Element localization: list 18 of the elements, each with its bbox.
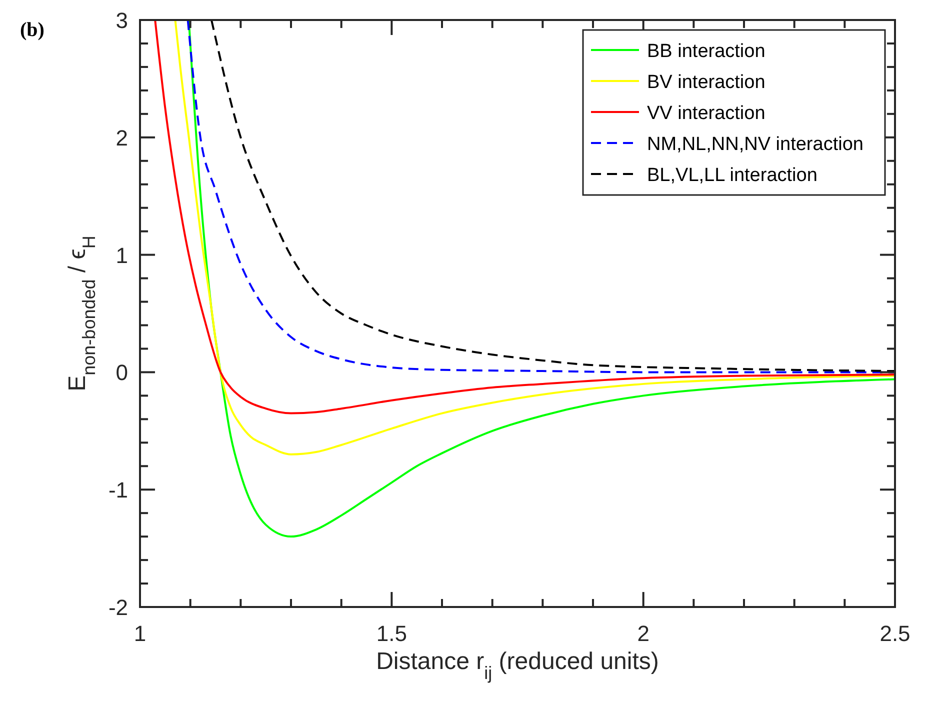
legend-label: BV interaction xyxy=(647,72,766,93)
x-tick-label: 2 xyxy=(637,621,650,646)
legend-label: VV interaction xyxy=(647,103,766,124)
legend-label: BL,VL,LL interaction xyxy=(647,165,818,186)
x-tick-label: 1.5 xyxy=(376,621,407,646)
legend-label: NM,NL,NN,NV interaction xyxy=(647,134,864,155)
x-tick-label: 2.5 xyxy=(880,621,910,646)
legend-label: BB interaction xyxy=(647,41,766,62)
line-series xyxy=(188,20,895,538)
y-tick-label: 1 xyxy=(116,242,128,268)
y-tick-label: 2 xyxy=(116,125,128,150)
y-tick-label: -1 xyxy=(108,478,128,503)
y-tick-label: 3 xyxy=(116,8,128,33)
y-tick-label: -2 xyxy=(108,595,128,620)
y-tick-label: 0 xyxy=(116,360,128,386)
x-tick-label: 1 xyxy=(134,621,146,646)
chart-title: (b) xyxy=(20,19,44,41)
x-axis-title: Distance r$_{ij}$ (reduced units) xyxy=(376,648,659,683)
